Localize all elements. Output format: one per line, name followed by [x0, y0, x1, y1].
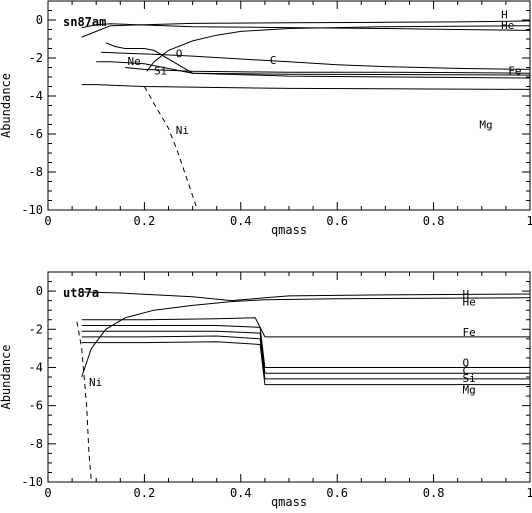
series-line-c — [81, 330, 530, 374]
panel-title: ut87a — [63, 286, 99, 300]
chart-panel-1: 0 0.2 0.4 0.6 0.8 1 0 -2 -4 -6 -8 -10 qmass Abundance… — [0, 0, 532, 237]
series-line-h — [81, 20, 530, 38]
series-line-mg — [81, 341, 530, 386]
y-tick-label: -6 — [29, 127, 43, 141]
series-label-si: Si — [463, 372, 476, 385]
series-line-he — [81, 297, 530, 378]
y-tick-label: -8 — [29, 165, 43, 179]
series-label-he: He — [501, 19, 514, 32]
x-tick-label: 1 — [526, 486, 532, 500]
series-label-o: O — [463, 357, 470, 370]
series-line-fe — [125, 67, 530, 74]
x-axis-label: qmass — [271, 495, 307, 509]
series-label-c: C — [463, 364, 470, 377]
x-axis-label: qmass — [271, 223, 307, 237]
series-label-c: C — [270, 54, 277, 67]
series-line-c — [100, 51, 530, 70]
series-label-he: He — [463, 296, 476, 309]
x-tick-label: 0.4 — [230, 214, 252, 228]
series-label-ni: Ni — [176, 124, 189, 137]
y-tick-label: -8 — [29, 437, 43, 451]
x-tick-label: 0.2 — [134, 214, 156, 228]
y-tick-label: -4 — [29, 89, 43, 103]
x-tick-label: 1 — [526, 214, 532, 228]
series-label-ni: Ni — [89, 376, 102, 389]
y-axis-label: Abundance — [0, 344, 13, 409]
series-label-fe: Fe — [508, 64, 521, 77]
x-tick-label: 0.8 — [423, 214, 445, 228]
x-tick-label: 0 — [44, 214, 51, 228]
series-label-h: H — [463, 288, 470, 301]
series-label-si: Si — [154, 64, 167, 77]
y-tick-label: -4 — [29, 360, 43, 374]
series-label-fe: Fe — [463, 326, 476, 339]
plot-frame — [47, 271, 531, 483]
series-label-o: O — [176, 47, 183, 60]
series-line-mg — [81, 84, 530, 90]
series-line-he — [81, 23, 530, 31]
series-line-o — [81, 325, 530, 368]
y-tick-label: 0 — [36, 13, 43, 27]
x-tick-label: 0.6 — [326, 486, 348, 500]
y-tick-label: -10 — [21, 475, 43, 489]
series-line-ni — [143, 86, 198, 210]
series-line-fe — [81, 317, 530, 338]
series-label-mg: Mg — [479, 119, 492, 132]
x-tick-label: 0 — [44, 486, 51, 500]
y-tick-label: -2 — [29, 51, 43, 65]
series-label-ne: Ne — [128, 55, 141, 68]
series-line-h — [81, 291, 530, 302]
series-line-ne — [105, 42, 530, 76]
x-tick-label: 0.2 — [134, 486, 156, 500]
y-tick-label: -2 — [29, 322, 43, 336]
plot-frame — [47, 0, 531, 211]
series-line-o — [146, 25, 530, 72]
series-line-ni — [76, 321, 92, 482]
x-tick-label: 0.8 — [423, 486, 445, 500]
y-tick-label: -10 — [21, 203, 43, 217]
series-label-mg: Mg — [463, 383, 476, 396]
y-tick-label: -6 — [29, 399, 43, 413]
panel-title: sn87am — [63, 15, 106, 29]
chart-panel-2: 0 0.2 0.4 0.6 0.8 1 0 -2 -4 -6 -8 -10 qmass Abundance… — [0, 271, 532, 509]
y-tick-label: 0 — [36, 284, 43, 298]
x-tick-label: 0.6 — [326, 214, 348, 228]
series-line-si — [96, 61, 530, 79]
y-axis-label: Abundance — [0, 73, 13, 138]
series-line-si — [81, 335, 530, 380]
series-label-h: H — [501, 8, 508, 21]
x-tick-label: 0.4 — [230, 486, 252, 500]
